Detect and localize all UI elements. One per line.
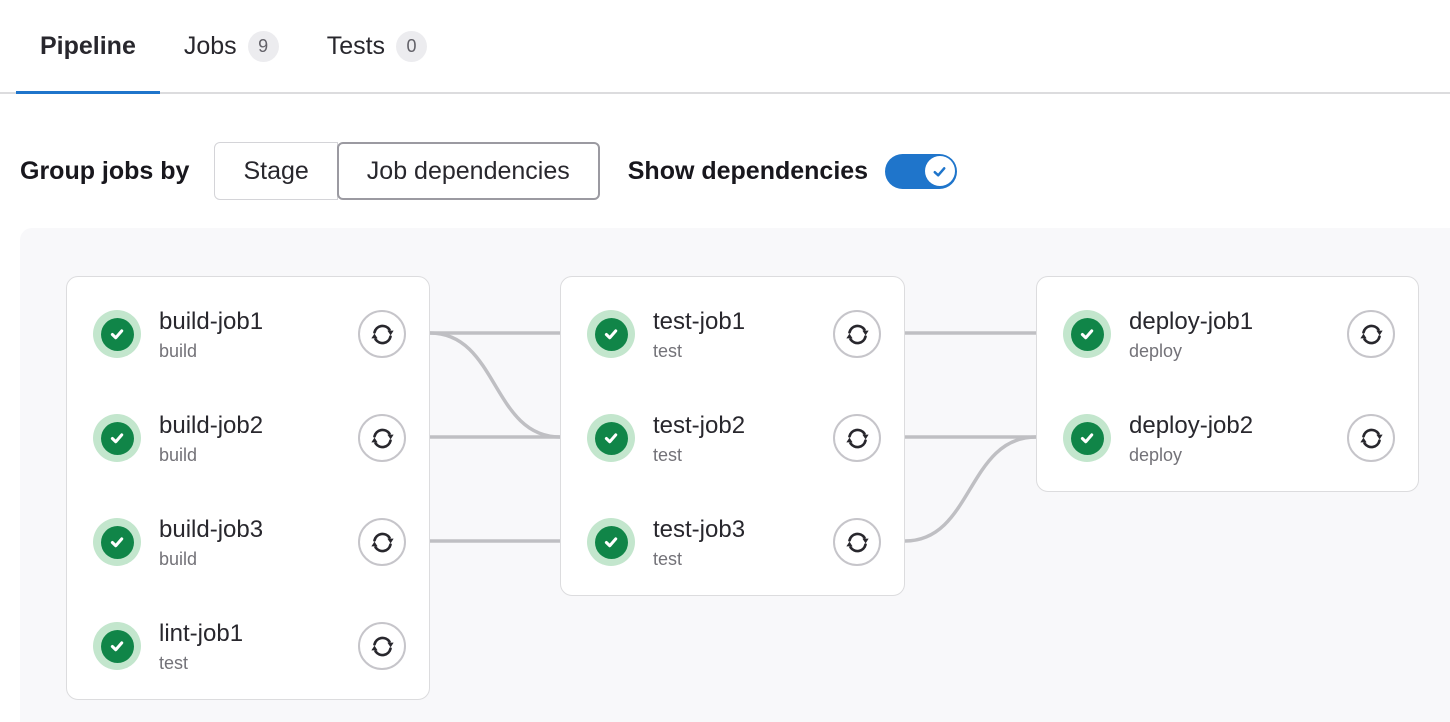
check-icon <box>110 433 124 444</box>
job-name-link[interactable]: build-job2 <box>159 411 264 439</box>
retry-job-button[interactable] <box>358 622 406 670</box>
retry-job-button[interactable] <box>833 310 881 358</box>
retry-job-button[interactable] <box>833 518 881 566</box>
job-name-link[interactable]: deploy-job2 <box>1129 411 1254 439</box>
status-success-icon <box>1063 414 1111 462</box>
check-icon <box>110 537 124 548</box>
retry-icon <box>1359 324 1383 344</box>
tab-tests[interactable]: Tests 0 <box>303 0 451 92</box>
status-success-icon <box>1063 310 1111 358</box>
job-row: build-job2 build <box>67 386 429 490</box>
retry-icon <box>370 324 394 344</box>
retry-icon <box>370 428 394 448</box>
status-success-icon <box>587 310 635 358</box>
job-stage-label: build <box>159 444 198 465</box>
status-success-icon <box>587 518 635 566</box>
toggle-knob <box>924 156 955 186</box>
check-icon <box>604 433 618 444</box>
show-dependencies-toggle[interactable] <box>885 153 958 189</box>
job-row: test-job1 test <box>561 282 904 386</box>
dependency-line <box>904 435 1037 543</box>
tab-jobs-label: Jobs <box>183 31 237 60</box>
tests-count-badge: 0 <box>396 30 428 62</box>
group-jobs-by-label: Group jobs by <box>20 156 190 185</box>
retry-job-button[interactable] <box>1347 310 1395 358</box>
job-stage-label: build <box>159 548 198 569</box>
job-name-link[interactable]: test-job2 <box>653 411 746 439</box>
job-name-link[interactable]: lint-job1 <box>159 619 244 647</box>
retry-job-button[interactable] <box>1347 414 1395 462</box>
job-stage-label: test <box>653 340 683 361</box>
check-icon <box>933 166 946 177</box>
status-success-icon <box>93 310 141 358</box>
group-by-stage-button[interactable]: Stage <box>214 142 338 200</box>
job-group-card: test-job1 test test-job2 test <box>560 276 905 596</box>
retry-icon <box>845 324 869 344</box>
check-icon <box>1080 433 1094 444</box>
status-success-icon <box>587 414 635 462</box>
retry-icon <box>370 636 394 656</box>
retry-job-button[interactable] <box>358 414 406 462</box>
tab-pipeline[interactable]: Pipeline <box>16 0 160 94</box>
job-row: build-job3 build <box>67 490 429 594</box>
job-group-card: deploy-job1 deploy deploy-job2 deploy <box>1036 276 1419 492</box>
status-success-icon <box>93 414 141 462</box>
job-name-link[interactable]: test-job3 <box>653 515 746 543</box>
job-stage-label: test <box>653 444 683 465</box>
job-stage-label: build <box>159 340 198 361</box>
job-row: build-job1 build <box>67 282 429 386</box>
status-success-icon <box>93 622 141 670</box>
job-name-link[interactable]: test-job1 <box>653 307 746 335</box>
check-icon <box>110 641 124 652</box>
group-by-job-dependencies-button[interactable]: Job dependencies <box>336 142 600 200</box>
status-success-icon <box>93 518 141 566</box>
dependency-line <box>429 331 561 439</box>
check-icon <box>110 329 124 340</box>
tab-tests-label: Tests <box>326 31 386 60</box>
retry-job-button[interactable] <box>833 414 881 462</box>
pipeline-graph: build-job1 build build-job2 build <box>20 228 1450 722</box>
job-row: lint-job1 test <box>67 594 429 698</box>
retry-icon <box>845 532 869 552</box>
retry-icon <box>1359 428 1383 448</box>
check-icon <box>1080 329 1094 340</box>
job-stage-label: deploy <box>1129 340 1183 361</box>
job-stage-label: test <box>653 548 683 569</box>
graph-controls: Group jobs by Stage Job dependencies Sho… <box>20 140 1450 202</box>
check-icon <box>604 329 618 340</box>
pipeline-tabbar: Pipeline Jobs 9 Tests 0 <box>0 0 1450 94</box>
job-row: deploy-job1 deploy <box>1037 282 1418 386</box>
group-jobs-by-segmented-control: Stage Job dependencies <box>214 142 600 200</box>
job-row: test-job3 test <box>561 490 904 594</box>
job-name-link[interactable]: build-job3 <box>159 515 264 543</box>
retry-icon <box>370 532 394 552</box>
job-name-link[interactable]: deploy-job1 <box>1129 307 1254 335</box>
retry-icon <box>845 428 869 448</box>
job-row: test-job2 test <box>561 386 904 490</box>
job-group-card: build-job1 build build-job2 build <box>66 276 430 700</box>
job-stage-label: test <box>159 652 189 673</box>
retry-job-button[interactable] <box>358 518 406 566</box>
job-stage-label: deploy <box>1129 444 1183 465</box>
tab-jobs[interactable]: Jobs 9 <box>160 0 303 92</box>
show-dependencies-label: Show dependencies <box>627 156 869 185</box>
retry-job-button[interactable] <box>358 310 406 358</box>
dependency-lines-layer <box>429 331 1037 543</box>
check-icon <box>604 537 618 548</box>
job-row: deploy-job2 deploy <box>1037 386 1418 490</box>
job-name-link[interactable]: build-job1 <box>159 307 264 335</box>
tab-pipeline-label: Pipeline <box>40 31 136 60</box>
jobs-count-badge: 9 <box>247 30 279 62</box>
